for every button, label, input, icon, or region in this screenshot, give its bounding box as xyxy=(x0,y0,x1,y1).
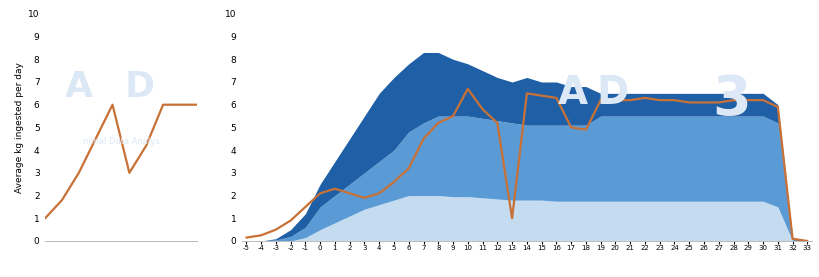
Text: A: A xyxy=(557,74,586,112)
Text: nimal Data Analys: nimal Data Analys xyxy=(83,137,159,145)
Text: D: D xyxy=(124,70,154,104)
Text: 3: 3 xyxy=(712,73,750,127)
Y-axis label: Average kg ingested per day: Average kg ingested per day xyxy=(15,62,24,193)
Text: A: A xyxy=(65,70,93,104)
Text: D: D xyxy=(595,74,627,112)
